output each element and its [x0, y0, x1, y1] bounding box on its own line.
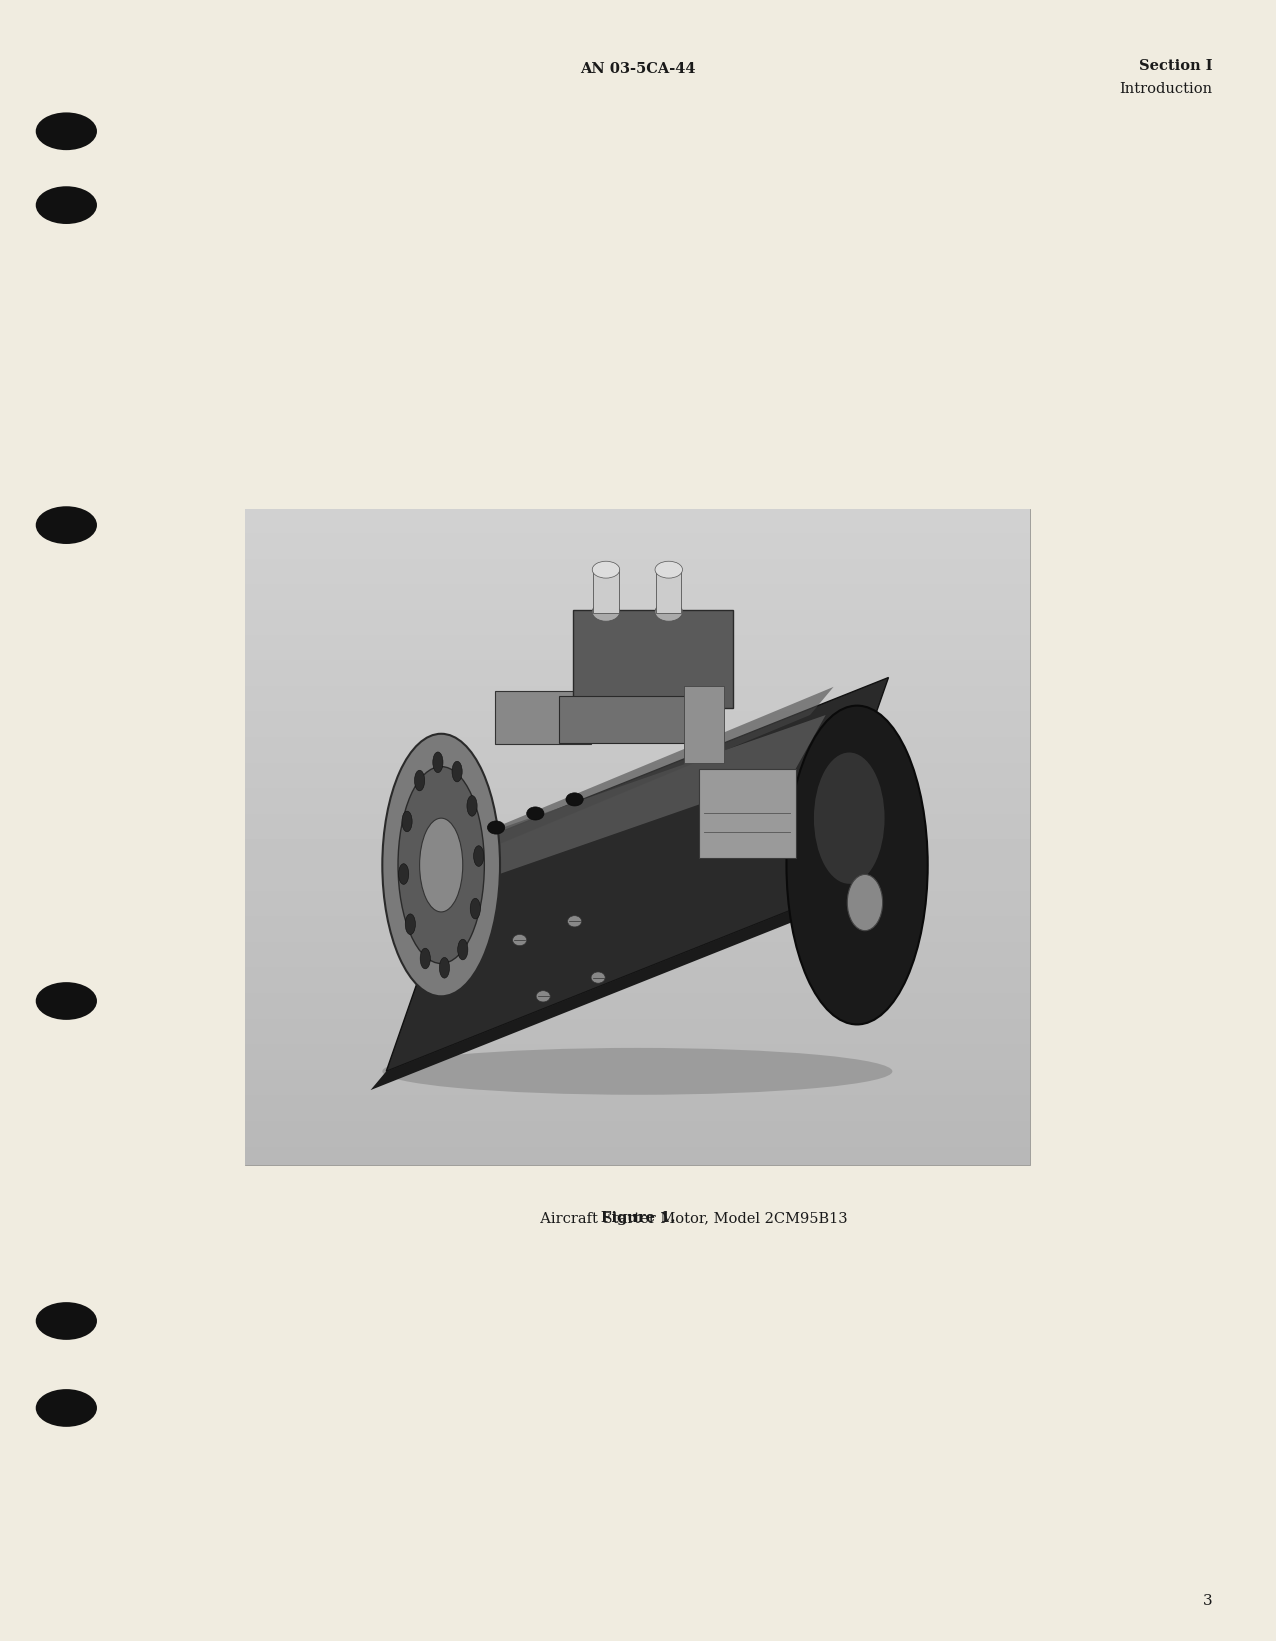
Ellipse shape [36, 185, 97, 225]
Text: Section I: Section I [1138, 59, 1212, 74]
Text: Introduction: Introduction [1119, 82, 1212, 97]
Ellipse shape [36, 112, 97, 149]
Ellipse shape [36, 505, 97, 543]
FancyBboxPatch shape [245, 509, 1030, 1165]
Text: Aircraft Starter Motor, Model 2CM95B13: Aircraft Starter Motor, Model 2CM95B13 [531, 1211, 847, 1226]
Text: AN 03-5CA-44: AN 03-5CA-44 [581, 62, 695, 77]
Ellipse shape [36, 1303, 97, 1339]
Ellipse shape [36, 981, 97, 1019]
Text: 3: 3 [1202, 1593, 1212, 1608]
Ellipse shape [36, 1388, 97, 1426]
Text: Figure 1.: Figure 1. [601, 1211, 675, 1226]
